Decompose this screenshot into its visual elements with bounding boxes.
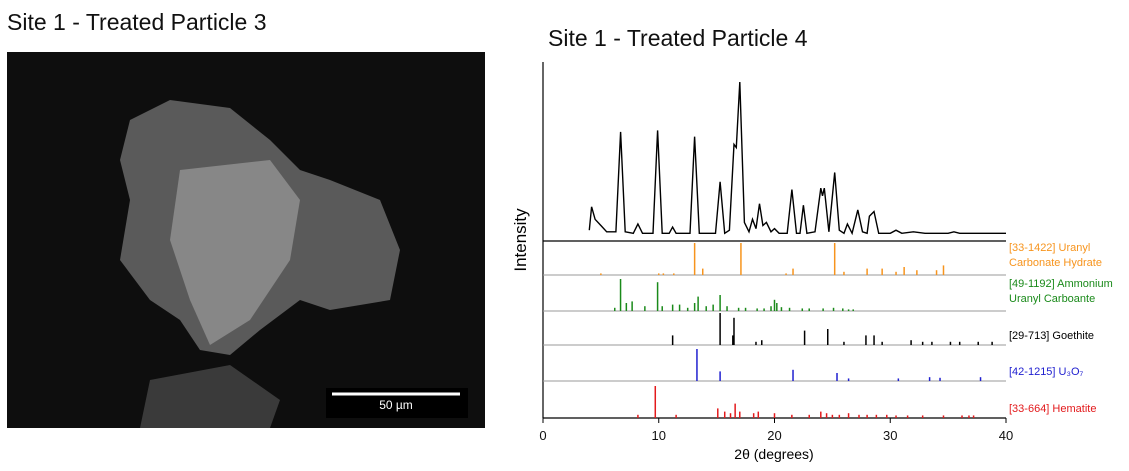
x-tick-label: 10 xyxy=(652,428,666,443)
reference-label: [42-1215] U₃O₇ xyxy=(1009,366,1084,378)
x-tick-label: 0 xyxy=(539,428,546,443)
sem-title: Site 1 - Treated Particle 3 xyxy=(7,9,267,35)
reference-label: Carbonate Hydrate xyxy=(1009,257,1102,269)
x-axis-label: 2θ (degrees) xyxy=(734,446,813,462)
reference-label: Uranyl Carboante xyxy=(1009,293,1095,305)
sem-image: 50 µm xyxy=(7,52,485,428)
scale-bar-label: 50 µm xyxy=(379,398,413,412)
reference-label: [33-1422] Uranyl xyxy=(1009,242,1090,254)
x-tick-label: 40 xyxy=(999,428,1013,443)
chart-title: Site 1 - Treated Particle 4 xyxy=(548,25,808,51)
x-tick-label: 20 xyxy=(767,428,781,443)
reference-label: [29-713] Goethite xyxy=(1009,330,1094,342)
y-axis-label: Intensity xyxy=(511,208,530,272)
reference-label: [49-1192] Ammonium xyxy=(1009,278,1113,290)
plot: 0 10 20 30 40 [33-1422] Uranyl Carbonate Hydra… xyxy=(539,81,1113,443)
xrd-pattern xyxy=(588,81,1006,236)
reference-label: [33-664] Hematite xyxy=(1009,403,1096,415)
x-tick-label: 30 xyxy=(883,428,897,443)
